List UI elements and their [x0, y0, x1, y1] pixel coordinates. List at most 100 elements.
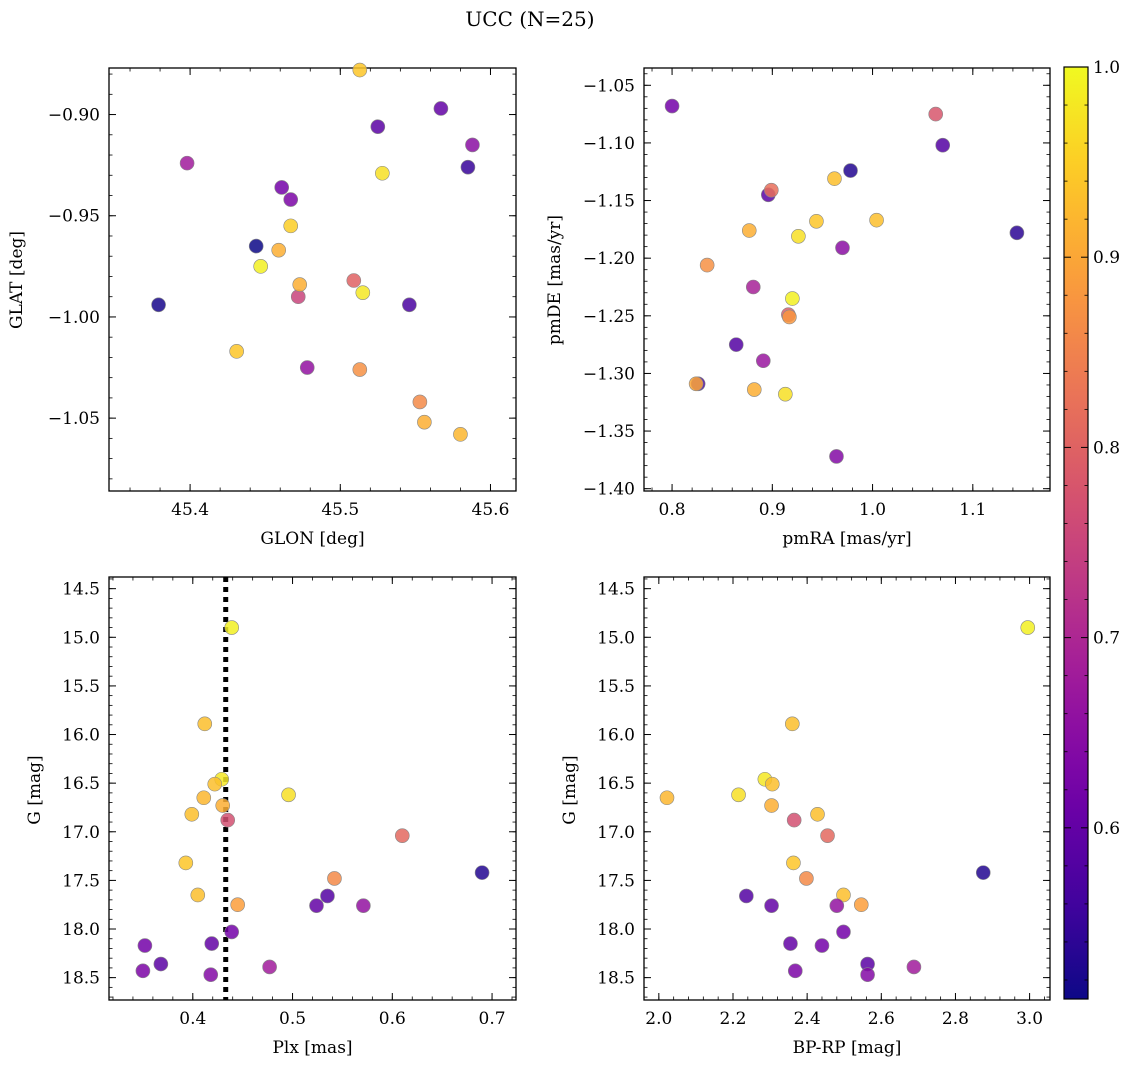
- figure-title: UCC (N=25): [465, 7, 594, 31]
- data-point: [204, 936, 220, 951]
- data-point: [220, 812, 236, 828]
- data-point: [935, 137, 951, 153]
- plot-frame: [643, 576, 1051, 1001]
- x-tick-label: 0.7: [479, 1009, 506, 1029]
- data-point: [975, 865, 991, 880]
- plot-frame: [643, 67, 1051, 492]
- data-point: [786, 855, 801, 871]
- colorbar: 0.6 0.7 0.8 0.9 1.0: [1063, 58, 1120, 1000]
- y-tick-label: 16.0: [62, 726, 100, 746]
- data-point: [184, 806, 200, 822]
- data-point: [764, 182, 779, 198]
- data-point: [179, 155, 195, 171]
- data-point: [271, 242, 287, 258]
- data-point: [197, 716, 213, 732]
- x-tick-label: 1.0: [859, 500, 886, 520]
- data-point: [782, 309, 797, 325]
- data-point: [215, 798, 231, 813]
- data-point: [356, 898, 371, 913]
- y-tick-label: 15.5: [62, 677, 100, 697]
- y-axis-label: GLAT [deg]: [7, 231, 27, 329]
- y-tick-label: 18.0: [597, 920, 635, 940]
- panel-3: 0.4 0.5 0.6 0.7 14.5 15.0 15.5 16.0 16.5 17.0 17.5…: [25, 576, 517, 1058]
- y-tick-label: −1.05: [583, 76, 635, 96]
- x-tick-label: 2.8: [942, 1009, 969, 1029]
- data-point: [346, 273, 362, 288]
- colorbar-tick-label: 0.7: [1093, 629, 1120, 649]
- y-tick-label: 17.5: [62, 871, 100, 891]
- data-point: [151, 297, 166, 313]
- x-axis-label: pmRA [mas/yr]: [782, 529, 911, 549]
- y-tick-label: −1.25: [583, 307, 635, 327]
- data-point: [465, 137, 480, 153]
- data-point: [1009, 225, 1025, 241]
- data-point: [274, 180, 290, 195]
- y-tick-label: 15.5: [597, 677, 635, 697]
- x-axis-label: Plx [mas]: [272, 1038, 352, 1058]
- data-point: [417, 414, 432, 430]
- data-point: [224, 620, 239, 635]
- x-tick-label: 0.4: [179, 1009, 206, 1029]
- y-tick-label: 18.0: [62, 920, 100, 940]
- plot-frame: [108, 67, 517, 492]
- data-point: [814, 938, 830, 953]
- y-axis-label: G [mag]: [560, 755, 580, 824]
- y-tick-label: −1.00: [48, 308, 100, 328]
- y-tick-label: 17.5: [597, 871, 635, 891]
- y-tick-label: −1.10: [583, 134, 635, 154]
- y-tick-label: 16.0: [597, 726, 635, 746]
- x-axis-label: GLON [deg]: [260, 529, 364, 549]
- data-point: [741, 223, 757, 238]
- data-point: [843, 163, 858, 178]
- data-point: [1020, 620, 1036, 635]
- panel-1: 45.4 45.5 45.6 −0.90 −0.95 −1.00 −1.05 GLON [de…: [7, 62, 517, 549]
- data-point: [299, 360, 315, 375]
- y-tick-label: −1.05: [48, 409, 100, 429]
- y-tick-label: −1.30: [583, 364, 635, 384]
- y-tick-label: 18.5: [597, 969, 635, 989]
- y-tick-label: 16.5: [597, 774, 635, 794]
- data-point: [370, 119, 386, 134]
- data-point: [869, 212, 884, 228]
- x-tick-label: 45.4: [171, 500, 209, 520]
- data-point: [746, 382, 762, 397]
- data-point: [355, 285, 371, 300]
- colorbar-gradient: [1063, 66, 1089, 1000]
- data-point: [745, 279, 761, 295]
- data-point: [829, 898, 845, 913]
- data-point: [836, 887, 851, 903]
- y-tick-label: 16.5: [62, 774, 100, 794]
- data-point: [253, 259, 268, 274]
- data-point: [731, 787, 746, 803]
- data-point: [135, 963, 151, 979]
- colorbar-tick-label: 0.8: [1093, 438, 1120, 458]
- data-point: [659, 790, 675, 806]
- data-point: [778, 386, 793, 402]
- data-point: [820, 828, 835, 843]
- data-point: [664, 98, 680, 114]
- data-point: [755, 353, 771, 369]
- data-point: [137, 938, 153, 953]
- data-point: [352, 362, 368, 377]
- y-tick-label: −1.20: [583, 249, 635, 269]
- colorbar-tick-label: 0.9: [1093, 248, 1120, 268]
- y-axis-label: G [mag]: [25, 755, 45, 824]
- data-point: [764, 898, 779, 913]
- y-tick-label: 17.0: [62, 823, 100, 843]
- data-point: [412, 394, 428, 410]
- data-point: [786, 812, 802, 828]
- data-point: [230, 897, 245, 913]
- data-point: [810, 806, 825, 822]
- y-tick-label: −1.15: [583, 192, 635, 212]
- x-tick-label: 2.0: [645, 1009, 672, 1029]
- data-point: [327, 871, 342, 886]
- y-tick-label: −1.35: [583, 422, 635, 442]
- data-point: [248, 238, 264, 254]
- data-point: [783, 936, 798, 951]
- data-point: [829, 449, 844, 464]
- panel-2: 0.8 0.9 1.0 1.1 −1.05 −1.10 −1.15 −1.20 −1.25 −1.…: [545, 67, 1051, 549]
- y-tick-label: 15.0: [62, 628, 100, 648]
- data-point: [290, 289, 306, 305]
- x-tick-label: 0.6: [379, 1009, 406, 1029]
